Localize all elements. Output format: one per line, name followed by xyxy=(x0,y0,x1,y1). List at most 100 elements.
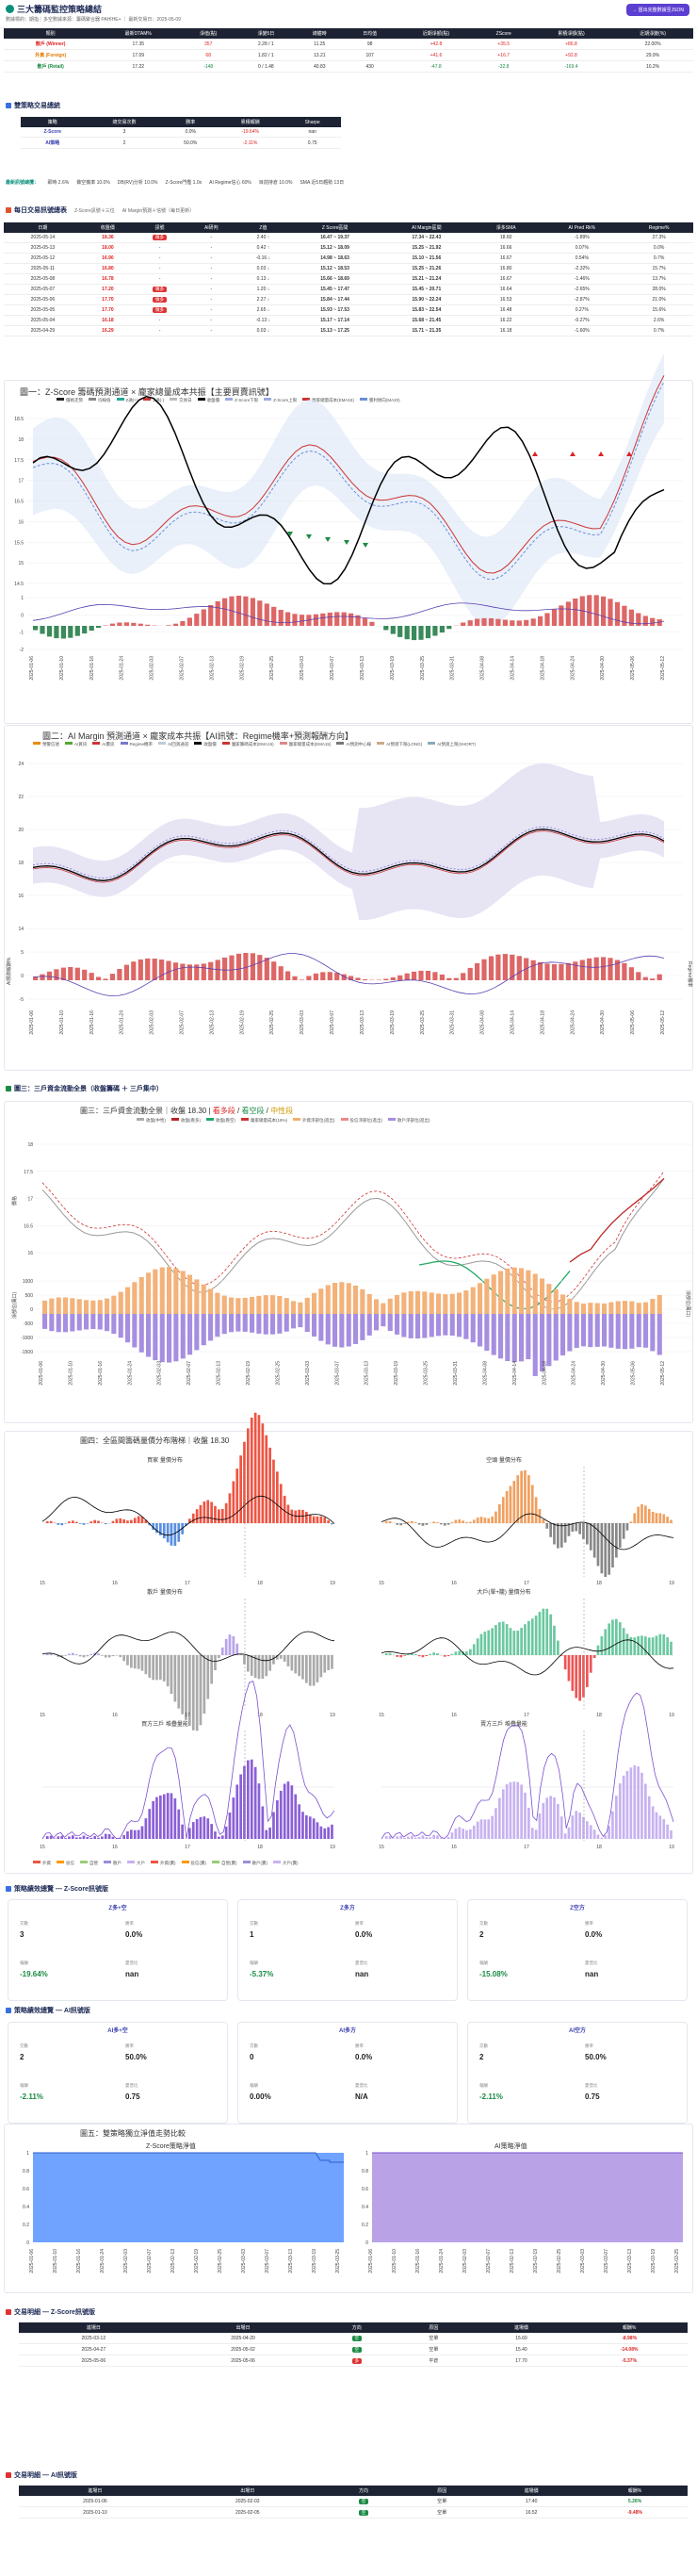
retail-bar xyxy=(97,1314,103,1330)
panel-title: 賣方三戶 堆疊量能 xyxy=(480,1720,527,1728)
daily-table: 日期 收盤價 訊號 AI研判 Z值 Z Score區間 AI Margin區間 淨多SMA AI… xyxy=(4,222,693,336)
summary-cell: 散戶 (Retail) xyxy=(4,60,98,73)
export-button[interactable]: → 匯出完整數據至JSON xyxy=(626,4,689,16)
legend-swatch xyxy=(158,742,167,745)
foreign-bar xyxy=(395,1294,400,1314)
x-tick-label: 16 xyxy=(451,1845,457,1850)
regime-bar xyxy=(355,977,361,980)
foreign-bar xyxy=(97,1300,103,1314)
profile-bar xyxy=(268,1655,271,1671)
tab-ai[interactable]: AI Margin預測＋信號（每日更新） xyxy=(122,208,195,214)
foreign-bar xyxy=(90,1300,96,1314)
profile-bar xyxy=(72,1652,74,1655)
profile-bar xyxy=(286,1655,290,1666)
profile-bar xyxy=(604,1629,608,1655)
retail-bar xyxy=(70,1314,75,1332)
profile-bar xyxy=(655,1513,658,1523)
profile-bar xyxy=(491,1516,494,1523)
perf-label: 勝率 xyxy=(355,1921,364,1926)
daily-title: 每日交易訊號總表 Z-Score訊號＋三位 AI Margin預測＋信號（每日更… xyxy=(6,205,194,215)
perf-value: nan xyxy=(125,1970,139,1978)
list-icon xyxy=(6,2472,11,2478)
profile-bar xyxy=(563,1655,567,1670)
regime-bar xyxy=(201,963,206,980)
y-tick-label: 20 xyxy=(18,828,24,833)
daily-cell: 0.7% xyxy=(624,253,693,264)
profile-bar xyxy=(122,1655,125,1662)
foreign-bar xyxy=(291,1301,297,1314)
profile-bar xyxy=(159,1655,162,1680)
retail-bar xyxy=(615,1314,621,1349)
daily-cell: 17.20 xyxy=(81,284,134,295)
at-row: 2025-01-10 2025-02-05 空 空單 16.52 -9.48% xyxy=(19,2506,688,2519)
exec-row: Z-Score 3 0.0% -19.64% nan xyxy=(21,127,341,138)
retail-bar xyxy=(429,1314,434,1337)
stack-line xyxy=(41,1681,335,1840)
profile-bar xyxy=(411,1652,413,1655)
daily-cell: 16.66 xyxy=(472,242,540,254)
summary-cell: 17.09 xyxy=(97,49,180,61)
daily-cell: - xyxy=(134,253,186,264)
y-tick-label: 16 xyxy=(18,519,24,525)
direction-tag: 空 xyxy=(358,2509,369,2516)
perf-label: 報酬 xyxy=(250,1961,258,1965)
daily-cell: - xyxy=(134,325,186,336)
summary-cell: 散戶 (Winner) xyxy=(4,39,98,50)
signal-item: Z-Score門檻 1.0x xyxy=(165,180,203,186)
x-tick-label: 2025-01-24 xyxy=(127,1361,133,1386)
stack-bar xyxy=(220,1835,224,1839)
zt-header: 原因 xyxy=(396,2322,472,2333)
legend-item: 散戶淨部位(進出) xyxy=(388,1118,430,1123)
z-bar xyxy=(432,626,438,636)
stack-bar xyxy=(301,1812,304,1839)
stack-bar xyxy=(235,1784,239,1839)
chart4-title: 圖四：全區間籌碼量價分布階梯｜收盤 18.30 xyxy=(80,1436,230,1445)
signal-bar: 最新訊號總攬： 即時 2.6% 做空機率 10.0% DB(RV)分析 10.0% Z… xyxy=(6,180,345,186)
x-tick-label: 2025-05-06 xyxy=(630,656,636,681)
legend-item: Regime機率 xyxy=(120,742,153,747)
daily-cell: 16.64 xyxy=(472,284,540,295)
profile-bar xyxy=(436,1522,439,1523)
stack-bar xyxy=(210,1824,213,1839)
regime-bar xyxy=(89,973,94,980)
perf-label: 報酬 xyxy=(20,1961,28,1965)
legend-swatch xyxy=(264,398,272,401)
daily-cell: 2025-05-13 xyxy=(4,242,82,254)
x-tick-label: 2025-04-24 xyxy=(572,1361,577,1386)
retail-bar xyxy=(90,1314,96,1329)
foreign-bar xyxy=(567,1298,573,1314)
at-cell: 16.52 xyxy=(480,2506,583,2519)
x-tick-label: 2025-03-13 xyxy=(365,1361,370,1386)
profile-bar xyxy=(589,1523,592,1551)
regime-bar xyxy=(250,953,255,980)
retail-bar xyxy=(167,1314,172,1363)
profile-bar xyxy=(403,1523,406,1524)
profile-bar xyxy=(651,1512,655,1523)
x-tick-label: 2025-02-25 xyxy=(557,2249,562,2273)
retail-bar xyxy=(491,1314,496,1355)
at-header: 報酬% xyxy=(582,2486,688,2496)
z-bar xyxy=(201,609,206,626)
chart5-svg: 0 0 0.2 0.2 0.4 0.4 0.6 0.6 0.8 0.8 1 1 2025-01-06 20… xyxy=(23,2151,683,2273)
legend-item: Z-Score上限 xyxy=(264,398,297,402)
y-tick-label: 0 xyxy=(365,2240,368,2246)
tab-zscore[interactable]: Z-Score訊號＋三位 xyxy=(73,208,115,214)
x-tick-label: 2025-03-19 xyxy=(312,2249,317,2273)
zt-cell: 多 xyxy=(317,2354,397,2367)
zt-row: 2025-03-12 2025-04-20 空 空單 15.60 -8.98% xyxy=(19,2333,688,2344)
foreign-bar xyxy=(526,1270,531,1314)
daily-cell: 0.54% xyxy=(539,253,625,264)
stack-bar xyxy=(567,1827,571,1839)
regime-bar xyxy=(425,971,431,980)
summary-cell: +42.8 xyxy=(395,39,478,50)
x-tick-label: 2025-02-19 xyxy=(533,2249,539,2273)
z-bar xyxy=(488,618,494,626)
profile-bar xyxy=(130,1519,133,1523)
perf-card: AI多+空 交數 2 勝率 50.0% 報酬 -2.11% 夏普比 0.75 xyxy=(8,2022,228,2124)
y-tick-label: 18 xyxy=(27,1142,33,1148)
stack-bar xyxy=(512,1781,516,1839)
stack-bar xyxy=(520,1784,523,1839)
profile-bar xyxy=(323,1655,327,1673)
profile-bar xyxy=(74,1654,78,1655)
profile-bar xyxy=(214,1655,217,1670)
